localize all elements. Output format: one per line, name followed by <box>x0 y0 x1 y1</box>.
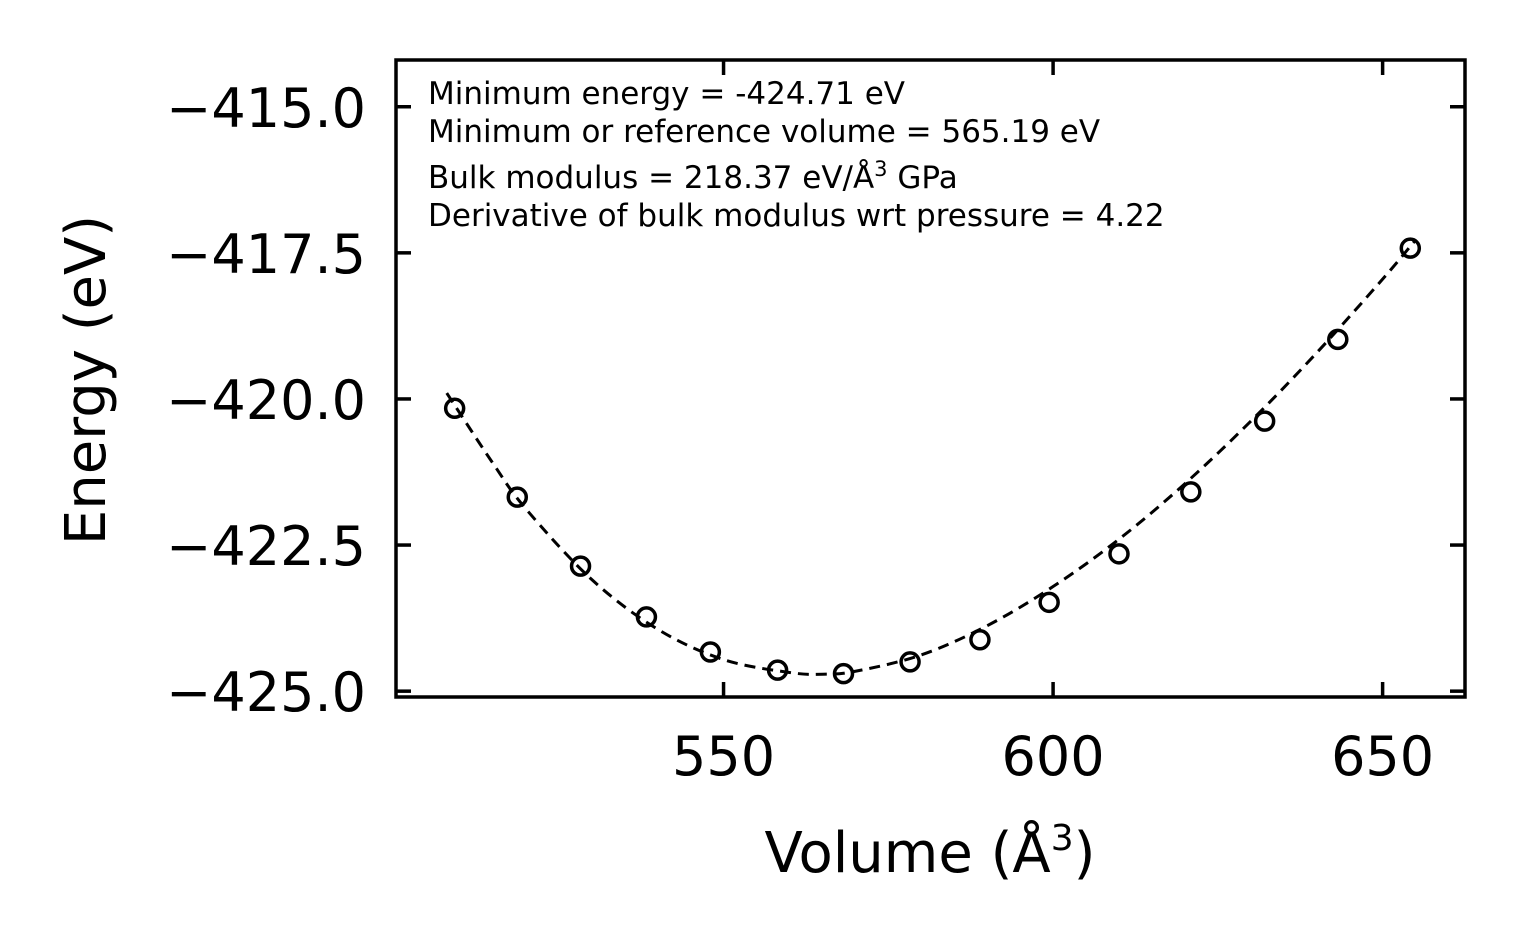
y-tick-label: −425.0 <box>166 661 366 724</box>
y-axis-title: Energy (eV) <box>54 215 119 545</box>
x-tick-label: 600 <box>1002 725 1105 788</box>
x-axis-title-text: Volume (Å <box>765 820 1051 886</box>
annotation-bulk-modulus: Bulk modulus = 218.37 eV/Å3 GPa <box>428 157 958 196</box>
annotation-min-volume: Minimum or reference volume = 565.19 eV <box>428 114 1100 150</box>
data-point <box>1180 481 1202 503</box>
annotation-min-energy: Minimum energy = -424.71 eV <box>428 76 905 112</box>
x-axis-title: Volume (Å3) <box>765 818 1096 886</box>
data-point <box>1327 328 1349 351</box>
data-point <box>443 397 466 420</box>
data-point <box>899 651 921 673</box>
data-point <box>1108 543 1130 565</box>
axis-ticks: 550 600 650 −415.0 −417.5 −420.0 −422.5 −425.0 <box>166 60 1465 788</box>
data-point <box>1399 237 1422 259</box>
y-tick-label: −422.5 <box>166 515 366 578</box>
data-point <box>1038 591 1060 614</box>
annotation-block: Minimum energy = -424.71 eV Minimum or r… <box>428 76 1165 234</box>
annotation-bulk-modulus-text: Bulk modulus = 218.37 eV/Å <box>428 160 874 196</box>
data-point <box>635 606 658 628</box>
annotation-bulk-modulus-unit: GPa <box>888 160 958 196</box>
data-point <box>969 628 991 651</box>
data-point <box>766 659 789 681</box>
data-point <box>699 641 722 663</box>
x-axis-title-sup: 3 <box>1051 818 1074 859</box>
plot-marks <box>443 237 1422 685</box>
annotation-bulk-modulus-sup: 3 <box>874 157 887 181</box>
data-point <box>1253 410 1276 432</box>
x-axis-title-end: ) <box>1074 821 1096 886</box>
x-tick-label: 550 <box>672 725 775 788</box>
x-tick-label: 650 <box>1331 725 1434 788</box>
y-tick-label: −415.0 <box>166 77 366 140</box>
plot-frame <box>394 58 1467 699</box>
y-tick-label: −417.5 <box>166 223 366 286</box>
annotation-bulk-derivative: Derivative of bulk modulus wrt pressure … <box>428 198 1165 234</box>
data-point <box>832 662 855 685</box>
data-point <box>506 486 529 508</box>
data-point <box>569 555 592 577</box>
y-tick-label: −420.0 <box>166 369 366 432</box>
